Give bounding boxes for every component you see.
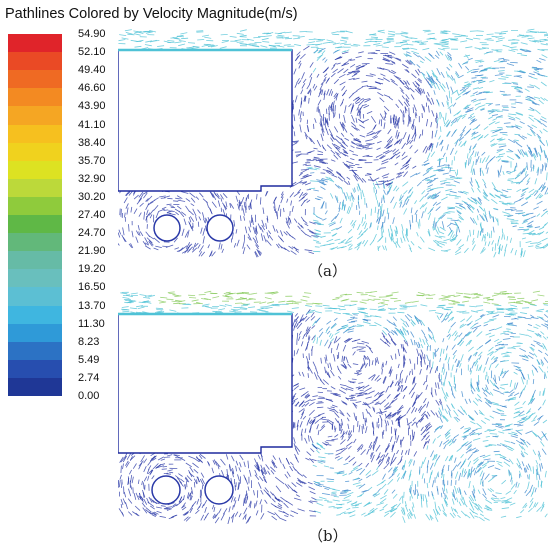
caption-a: （a）	[308, 262, 347, 280]
colorbar-label: 54.90	[78, 28, 106, 40]
colorbar-swatch	[8, 88, 62, 107]
colorbar-label: 35.70	[78, 154, 106, 167]
colorbar-label: 11.30	[78, 317, 105, 330]
colorbar-label: 8.23	[78, 335, 100, 348]
velocity-colorbar: 54.90 52.10 49.40 46.60 43.90 41.10 38.40 35.70…	[8, 28, 106, 402]
colorbar-swatch	[8, 34, 62, 53]
colorbar-label: 46.60	[78, 82, 106, 95]
colorbar-swatch	[8, 196, 62, 216]
colorbar-label: 21.90	[78, 245, 106, 258]
colorbar-label: 38.40	[78, 136, 106, 149]
colorbar-label: 27.40	[78, 209, 106, 221]
colorbar-swatch	[8, 106, 62, 125]
step-block	[118, 49, 293, 192]
pathline-plot-a	[118, 28, 548, 258]
colorbar-label: 52.10	[78, 46, 106, 59]
colorbar-swatch	[8, 160, 62, 180]
colorbar-label: 43.90	[78, 100, 106, 113]
colorbar-swatch	[8, 70, 62, 89]
colorbar-label: 5.49	[78, 353, 100, 366]
cylinder	[151, 475, 181, 505]
colorbar-swatch	[8, 178, 62, 198]
colorbar-swatch	[8, 359, 62, 379]
colorbar-swatch	[8, 341, 62, 361]
colorbar-label: 30.20	[78, 190, 106, 203]
caption-b: （b）	[308, 527, 348, 545]
colorbar-swatch	[8, 269, 62, 288]
colorbar-swatch	[8, 142, 62, 162]
colorbar-swatch	[8, 377, 62, 397]
panel-a-pathlines	[118, 28, 548, 258]
figure-title: Pathlines Colored by Velocity Magnitude(…	[5, 6, 298, 22]
colorbar-label: 13.70	[78, 299, 106, 312]
colorbar-label: 32.90	[78, 172, 106, 185]
colorbar-label: 24.70	[78, 227, 106, 240]
colorbar-swatch	[8, 124, 62, 144]
colorbar-swatch	[8, 323, 62, 343]
colorbar-label: 16.50	[78, 281, 106, 294]
colorbar-label: 2.74	[78, 371, 100, 384]
pathline-plot-b	[118, 290, 548, 524]
cylinder	[204, 475, 234, 505]
colorbar-label: 49.40	[78, 64, 106, 77]
colorbar-label: 41.10	[78, 118, 106, 131]
colorbar-label: 19.20	[78, 263, 106, 276]
colorbar-swatch	[8, 215, 62, 234]
colorbar-swatch	[8, 233, 62, 252]
cylinder	[153, 214, 181, 242]
panel-b-pathlines	[118, 290, 548, 524]
colorbar-swatch	[8, 52, 62, 71]
colorbar-swatch	[8, 305, 62, 325]
step-block	[118, 313, 293, 454]
cylinder	[206, 214, 234, 242]
colorbar-swatch	[8, 287, 62, 306]
colorbar-swatch	[8, 251, 62, 270]
colorbar-label: 0.00	[78, 390, 100, 402]
pathlines	[118, 290, 548, 524]
